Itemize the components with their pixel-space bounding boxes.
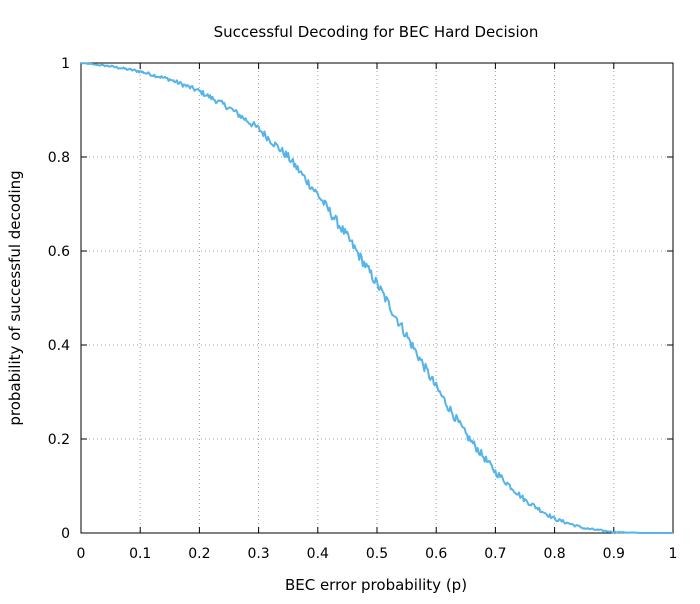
y-tick-label: 0.2 (48, 432, 70, 448)
grid (81, 63, 673, 533)
x-tick-label: 0.2 (188, 546, 210, 562)
x-tick-label: 0.1 (129, 546, 151, 562)
series-line (80, 62, 673, 534)
tick-labels: 0 0.1 0.2 0.3 0.4 0.5 0.6 0.7 0.8 0.9 1 0 0.2 0.4 0.6 0… (48, 56, 678, 562)
x-axis-title: BEC error probability (p) (285, 576, 467, 594)
y-tick-label: 0 (61, 526, 70, 542)
x-tick-label: 0.9 (603, 546, 625, 562)
plot-frame (80, 62, 674, 534)
x-tick-label: 0.7 (484, 546, 506, 562)
x-tick-label: 0.8 (543, 546, 565, 562)
x-tick-label: 0.4 (307, 546, 329, 562)
x-tick-label: 0 (77, 546, 86, 562)
x-tick-label: 0.3 (247, 546, 269, 562)
x-tick-label: 0.6 (425, 546, 447, 562)
y-axis-title: probability of successful decoding (6, 170, 24, 425)
y-tick-label: 0.6 (48, 244, 70, 260)
chart-title: Successful Decoding for BEC Hard Decisio… (214, 23, 539, 41)
ticks (80, 62, 674, 534)
y-tick-label: 0.8 (48, 150, 70, 166)
x-tick-label: 0.5 (366, 546, 388, 562)
y-tick-label: 0.4 (48, 338, 70, 354)
x-tick-label: 1 (669, 546, 678, 562)
y-tick-label: 1 (61, 56, 70, 72)
